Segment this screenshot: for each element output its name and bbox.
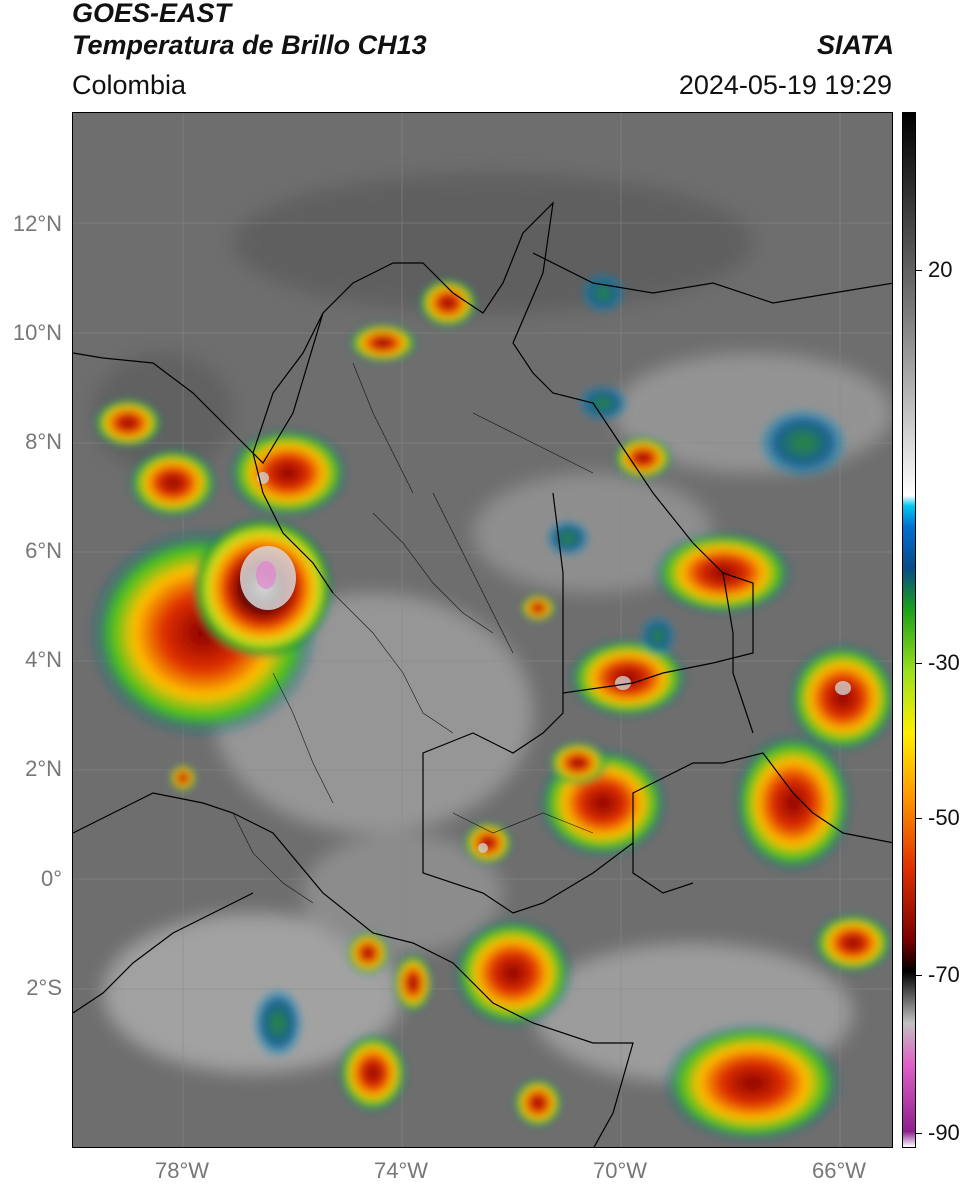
lon-label-70w: 70°W	[592, 1158, 648, 1183]
satellite-title: GOES-EAST	[72, 0, 232, 28]
region-label: Colombia	[72, 70, 187, 100]
lat-label-2n: 2°N	[25, 756, 62, 781]
colorbar-tick-mark	[916, 663, 922, 664]
lon-label-74w: 74°W	[373, 1158, 429, 1183]
lat-label-0: 0°	[40, 866, 62, 891]
lon-label-78w: 78°W	[154, 1158, 210, 1183]
colorbar-tick-minus50: -50	[928, 805, 960, 830]
colorbar-tick-minus90: -90	[928, 1120, 960, 1145]
lat-label-12n: 12°N	[12, 211, 62, 236]
lat-label-2s: 2°S	[26, 975, 62, 1000]
colorbar-tick-mark	[916, 975, 922, 976]
colorbar-tick-minus30: -30	[928, 650, 960, 675]
lat-label-8n: 8°N	[25, 429, 62, 454]
colorbar	[902, 112, 916, 1148]
colorbar-tick-mark	[916, 270, 922, 271]
lon-label-66w: 66°W	[811, 1158, 867, 1183]
brightness-temperature-image	[73, 113, 892, 1147]
datetime-label: 2024-05-19 19:29	[678, 70, 892, 100]
satellite-map[interactable]	[72, 112, 893, 1148]
brand-label: SIATA	[817, 30, 894, 60]
colorbar-tick-minus70: -70	[928, 962, 960, 987]
lat-label-4n: 4°N	[25, 647, 62, 672]
product-title: Temperatura de Brillo CH13	[72, 30, 427, 60]
lat-label-6n: 6°N	[25, 538, 62, 563]
colorbar-tick-mark	[916, 818, 922, 819]
colorbar-tick-20: 20	[928, 257, 953, 282]
colorbar-tick-mark	[916, 1133, 922, 1134]
lat-label-10n: 10°N	[12, 320, 62, 345]
